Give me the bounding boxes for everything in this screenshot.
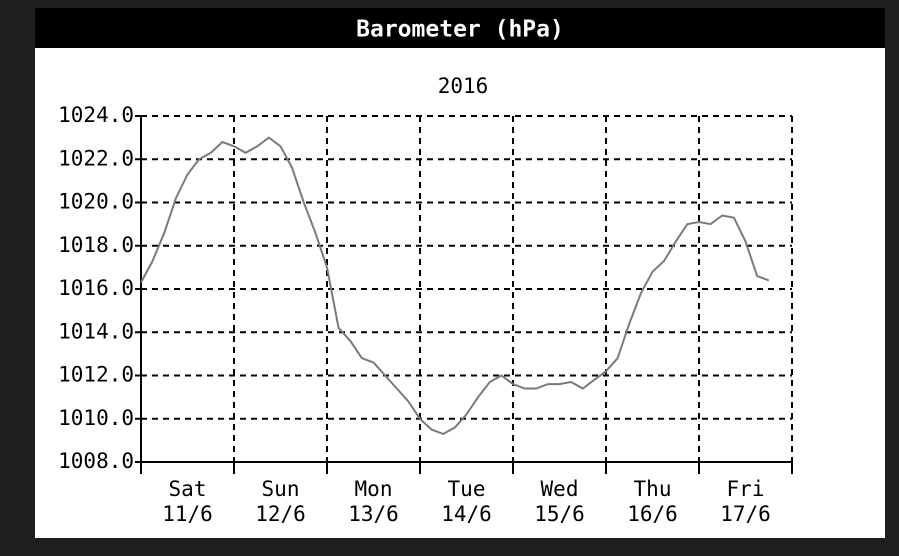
y-tick-label: 1010.0 <box>58 406 134 430</box>
x-tick-label: 17/6 <box>720 502 771 526</box>
x-tick-label: Fri <box>727 477 765 501</box>
y-tick-label: 1014.0 <box>58 319 134 343</box>
x-tick-label: Sun <box>262 477 300 501</box>
x-tick-label: 16/6 <box>627 502 678 526</box>
y-tick-label: 1018.0 <box>58 233 134 257</box>
y-tick-label: 1008.0 <box>58 449 134 473</box>
y-tick-label: 1016.0 <box>58 276 134 300</box>
y-tick-label: 1022.0 <box>58 146 134 170</box>
x-tick-label: Tue <box>448 477 486 501</box>
x-tick-label: Mon <box>355 477 393 501</box>
x-tick-label: Wed <box>541 477 579 501</box>
chart-title: Barometer (hPa) <box>356 17 564 43</box>
y-tick-label: 1012.0 <box>58 363 134 387</box>
chart-subtitle: 2016 <box>438 74 489 98</box>
x-tick-label: Sat <box>169 477 207 501</box>
panel <box>35 48 885 538</box>
x-tick-label: 11/6 <box>162 502 213 526</box>
y-tick-label: 1024.0 <box>58 103 134 127</box>
title-bar <box>35 8 885 48</box>
x-tick-label: 13/6 <box>348 502 399 526</box>
x-tick-label: 12/6 <box>255 502 306 526</box>
line <box>140 136 770 435</box>
x-tick-label: 15/6 <box>534 502 585 526</box>
x-tick-label: Thu <box>634 477 672 501</box>
y-tick-label: 1020.0 <box>58 190 134 214</box>
x-tick-label: 14/6 <box>441 502 492 526</box>
